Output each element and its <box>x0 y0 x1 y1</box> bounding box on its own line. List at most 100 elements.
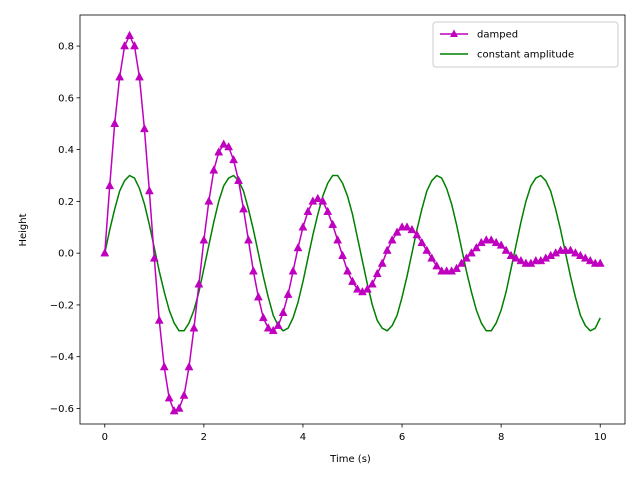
data-point-damped <box>248 266 258 275</box>
data-point-damped <box>184 362 194 371</box>
data-point-damped <box>164 393 174 402</box>
data-point-damped <box>422 245 432 254</box>
data-point-damped <box>506 250 516 259</box>
data-point-damped <box>268 325 278 335</box>
data-point-damped <box>427 253 437 262</box>
data-point-damped <box>263 323 273 332</box>
data-point-damped <box>278 307 288 316</box>
data-point-damped <box>115 72 125 81</box>
data-point-damped <box>125 30 134 39</box>
x-tick-label: 0 <box>102 432 108 443</box>
data-point-damped <box>105 180 115 190</box>
x-tick-label: 6 <box>399 432 405 443</box>
data-point-damped <box>353 284 362 293</box>
data-point-damped <box>432 261 442 270</box>
x-axis-label: Time (s) <box>329 454 371 465</box>
data-point-damped <box>333 235 343 244</box>
data-point-damped <box>580 253 590 262</box>
data-point-damped <box>566 245 575 254</box>
data-point-damped <box>595 258 605 267</box>
data-point-damped <box>179 390 189 399</box>
data-point-damped <box>575 250 585 259</box>
axes: 0 2 4 6 8 10 −0.6 −0.4 −0.2 0.0 0.2 0.4 0.6 0.8 <box>50 14 626 443</box>
y-tick-label: −0.4 <box>50 352 74 363</box>
data-point-damped <box>149 253 159 262</box>
data-point-damped <box>382 245 392 254</box>
y-tick-label: −0.6 <box>50 404 74 415</box>
data-point-damped <box>303 206 313 215</box>
data-point-damped <box>452 263 461 272</box>
data-point-damped <box>457 258 466 267</box>
data-point-damped <box>377 258 387 267</box>
data-point-damped <box>110 118 120 127</box>
data-point-damped <box>392 227 402 236</box>
data-point-damped <box>139 123 149 133</box>
data-point-damped <box>120 41 130 50</box>
data-point-damped <box>293 242 303 252</box>
data-point-damped <box>407 224 417 234</box>
data-point-damped <box>323 206 333 215</box>
data-point-damped <box>298 222 308 231</box>
data-point-damped <box>367 279 377 288</box>
x-tick-label: 2 <box>201 432 207 443</box>
data-point-damped <box>283 289 293 298</box>
data-point-damped <box>229 154 239 164</box>
data-point-damped <box>189 323 199 332</box>
y-tick-label: 0.8 <box>58 42 74 53</box>
x-tick-label: 10 <box>594 432 607 443</box>
data-point-damped <box>288 266 298 275</box>
data-point-damped <box>328 219 338 228</box>
data-point-damped <box>417 237 427 247</box>
y-tick-label: −0.2 <box>50 300 74 311</box>
y-tick-label: 0.0 <box>58 249 74 260</box>
data-point-damped <box>471 242 481 252</box>
data-point-damped <box>174 403 184 412</box>
data-point-damped <box>313 193 323 203</box>
data-point-damped <box>159 362 169 371</box>
data-point-damped <box>135 72 144 81</box>
data-point-damped <box>258 312 268 322</box>
data-point-damped <box>239 204 248 213</box>
data-point-damped <box>273 320 283 329</box>
data-point-damped <box>209 165 219 174</box>
data-point-damped <box>100 248 110 257</box>
y-tick-label: 0.6 <box>58 93 74 104</box>
data-point-damped <box>571 248 580 257</box>
legend-box <box>432 21 619 68</box>
plot-area <box>100 30 605 415</box>
data-point-damped <box>214 147 224 156</box>
x-tick-label: 4 <box>300 432 306 443</box>
data-point-damped <box>154 315 164 324</box>
data-point-damped <box>318 196 328 205</box>
data-point-damped <box>362 284 372 293</box>
legend: damped constant amplitude <box>432 21 619 68</box>
data-point-damped <box>144 185 154 195</box>
data-point-damped <box>511 253 521 262</box>
series-line-constant-amplitude <box>104 174 601 332</box>
legend-label-constant-amplitude: constant amplitude <box>477 50 574 61</box>
legend-label-damped: damped <box>477 30 518 41</box>
data-point-damped <box>130 41 139 50</box>
x-tick-label: 8 <box>498 432 504 443</box>
data-point-damped <box>466 248 476 257</box>
data-point-damped <box>219 139 229 148</box>
data-point-damped <box>338 250 348 259</box>
data-point-damped <box>253 292 263 301</box>
data-point-damped <box>199 235 209 244</box>
data-point-damped <box>516 255 526 265</box>
data-point-damped <box>387 235 397 244</box>
y-tick-label: 0.4 <box>58 145 74 156</box>
data-point-damped <box>491 237 501 247</box>
data-point-damped <box>402 222 412 231</box>
data-point-damped <box>224 141 234 151</box>
data-point-damped <box>194 279 204 288</box>
data-point-damped <box>348 276 357 285</box>
data-point-damped <box>412 229 422 239</box>
legend-marker-damped <box>450 29 458 37</box>
data-point-damped <box>234 175 243 184</box>
data-point-damped <box>343 266 352 275</box>
y-tick-label: 0.2 <box>58 197 74 208</box>
data-point-damped <box>372 268 382 278</box>
